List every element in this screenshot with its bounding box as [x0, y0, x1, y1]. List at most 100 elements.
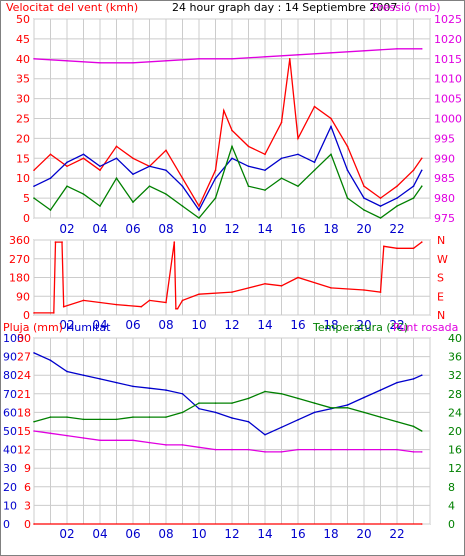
- panel3-rain-ticks: 0 3 6 9 12 15 18 21 24 27 30: [17, 332, 31, 531]
- data-point-avg: [198, 209, 200, 211]
- data-point-min: [346, 197, 349, 199]
- data-point-temp: [363, 411, 365, 414]
- data-point-gust: [165, 149, 167, 152]
- hour-tick-label: 06: [125, 527, 140, 541]
- data-point-temp: [181, 411, 184, 414]
- wind-direction-line: [34, 241, 423, 314]
- data-point-temp: [49, 432, 52, 435]
- data-point-pressure: [198, 58, 200, 60]
- data-point-humidity: [346, 404, 349, 406]
- hour-tick-label: 14: [257, 318, 272, 332]
- direction-tick-label: 180: [9, 272, 30, 285]
- data-point-avg: [396, 197, 398, 199]
- data-point-min: [396, 205, 398, 207]
- data-point-humidity: [297, 419, 299, 421]
- data-point-temp: [49, 416, 52, 418]
- direction-tick-label: 90: [16, 290, 30, 303]
- compass-label: N: [437, 309, 445, 322]
- data-point-pressure: [33, 58, 35, 60]
- data-point-min: [99, 205, 101, 207]
- panel1-right-ticks: 975 980 985 990 995 1000 1005 1010 1015 1020 1025: [434, 13, 462, 225]
- temperature-axis-label: Temperatura (°C): [312, 321, 408, 334]
- data-point-temp: [231, 448, 233, 451]
- temperature-tick-label: 36: [448, 351, 462, 364]
- data-point-temp: [132, 439, 134, 442]
- hour-tick-label: 04: [92, 527, 107, 541]
- data-point-temp: [181, 444, 184, 446]
- wind-direction-point: [181, 299, 184, 302]
- data-point-temp: [280, 451, 283, 453]
- data-point-humidity: [247, 420, 250, 423]
- data-point-humidity: [264, 433, 266, 436]
- compass-label: W: [437, 253, 448, 266]
- pressure-tick-label: 995: [434, 132, 455, 145]
- hour-tick-label: 20: [356, 527, 371, 541]
- data-point-pressure: [99, 61, 101, 64]
- data-point-temp: [379, 448, 382, 451]
- data-point-humidity: [420, 374, 423, 377]
- data-point-min: [420, 185, 423, 187]
- data-point-humidity: [379, 389, 382, 391]
- pressure-tick-label: 990: [434, 152, 455, 165]
- data-point-temp: [379, 416, 382, 418]
- hour-tick-label: 14: [257, 222, 272, 236]
- hour-tick-label: 22: [389, 527, 404, 541]
- data-point-humidity: [82, 374, 85, 377]
- wind-speed-tick-label: 15: [16, 152, 30, 165]
- wind-speed-tick-label: 0: [23, 212, 30, 225]
- data-point-avg: [132, 173, 134, 176]
- pressure-tick-label: 1010: [434, 73, 462, 86]
- rain-tick-label: 3: [24, 499, 31, 512]
- wind-speed-tick-label: 20: [16, 132, 30, 145]
- data-point-gust: [247, 145, 250, 148]
- rain-tick-label: 6: [24, 481, 31, 494]
- data-point-pressure: [66, 59, 68, 62]
- data-point-min: [247, 185, 250, 187]
- pressure-tick-label: 975: [434, 212, 455, 225]
- data-point-gust: [99, 169, 101, 172]
- hour-tick-label: 20: [356, 222, 371, 236]
- temperature-tick-label: 0: [448, 518, 455, 531]
- rain-tick-label: 21: [17, 388, 31, 401]
- data-point-avg: [363, 197, 365, 199]
- data-point-min: [82, 193, 85, 195]
- data-point-min: [280, 177, 283, 179]
- data-point-pressure: [297, 54, 299, 56]
- panel3-temp-ticks: 0 4 8 12 16 20 24 28 32 36 40: [448, 332, 462, 531]
- temperature-tick-label: 4: [448, 499, 455, 512]
- data-point-min: [165, 193, 167, 195]
- rain-tick-label: 12: [17, 444, 31, 457]
- humidity-tick-label: 10: [3, 499, 17, 512]
- hour-tick-label: 06: [125, 318, 140, 332]
- data-point-gust: [420, 157, 423, 160]
- data-point-humidity: [231, 417, 233, 419]
- rain-tick-label: 18: [17, 406, 31, 419]
- wind-direction-point: [379, 291, 382, 293]
- hour-tick-label: 18: [323, 222, 338, 236]
- data-point-temp: [231, 402, 233, 404]
- data-point-min: [412, 197, 415, 199]
- compass-label: E: [437, 290, 444, 303]
- data-point-temp: [165, 416, 167, 418]
- wind-speed-tick-label: 40: [16, 53, 30, 66]
- hour-tick-label: 14: [257, 527, 272, 541]
- wind-direction-point: [175, 307, 177, 310]
- wind-direction-point: [363, 289, 365, 291]
- hour-tick-label: 18: [323, 318, 338, 332]
- data-point-gust: [363, 185, 365, 187]
- data-point-gust: [346, 145, 349, 148]
- data-point-avg: [82, 153, 85, 156]
- panel1-grid: [33, 18, 431, 219]
- chart-title: 24 hour graph day : 14 Septiembre 2007: [172, 1, 397, 14]
- wind-direction-point: [82, 299, 85, 302]
- wind-direction-point: [280, 285, 283, 287]
- data-point-avg: [412, 185, 415, 187]
- hour-tick-label: 12: [224, 318, 239, 332]
- panel2-left-ticks: 360 270 180 90 0: [9, 234, 30, 322]
- wind-direction-point: [140, 305, 143, 308]
- hour-tick-label: 04: [92, 318, 107, 332]
- data-point-humidity: [181, 393, 184, 395]
- data-point-humidity: [412, 378, 415, 380]
- data-point-pressure: [330, 52, 332, 54]
